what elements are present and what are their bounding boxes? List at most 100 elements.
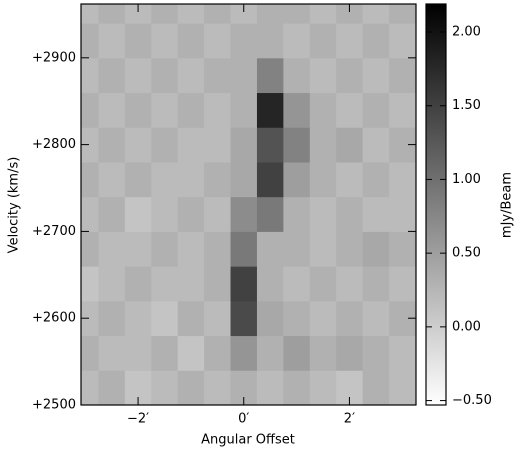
cell [81,161,99,198]
cell [256,161,284,198]
colorbar-label: mJy/Beam [500,172,515,238]
cell [98,335,126,371]
cell [177,161,205,198]
cell [151,335,179,371]
cell [362,92,390,128]
cell [81,23,99,59]
cell [336,23,364,59]
cell [81,196,99,232]
cell [309,4,337,24]
cell [389,196,416,232]
cell [230,4,258,24]
cell [151,127,179,163]
x-tick-label: −2′ [127,412,149,427]
cell [336,196,364,232]
cell [389,231,416,267]
cell [309,370,337,405]
cell [124,23,152,59]
y-tick-label: +2600 [32,311,76,326]
cell [177,266,205,302]
cell [336,231,364,267]
y-axis-label: Velocity (km/s) [7,157,22,254]
colorbar-tick-label: 0.50 [452,246,481,261]
cell [230,196,258,232]
cell [204,161,232,198]
x-axis-label: Angular Offset [201,433,295,448]
cell [230,92,258,128]
cell [151,231,179,267]
cell [389,92,416,128]
cell [204,92,232,128]
cell [389,370,416,405]
cell [389,57,416,94]
y-tick-label: +2500 [32,398,76,413]
cell [283,370,311,405]
cell [124,4,152,24]
cell [362,300,390,337]
cell [177,300,205,337]
cell [336,92,364,128]
colorbar-tick-label: 0.00 [452,319,481,334]
cell [283,23,311,59]
cell [256,231,284,267]
cell [336,161,364,198]
cell [124,266,152,302]
image [81,4,416,405]
cell [151,300,179,337]
cell [98,127,126,163]
cell [389,266,416,302]
cell [256,196,284,232]
x-tick-label: 2′ [344,412,355,427]
colorbar-tick-label: 1.50 [452,98,481,113]
cell [204,57,232,94]
cell [256,335,284,371]
cell [98,92,126,128]
cell [124,161,152,198]
cell [151,196,179,232]
cell [124,231,152,267]
cell [362,370,390,405]
cell [230,161,258,198]
cell [309,335,337,371]
cell [98,370,126,405]
colorbar-tick-label: 2.00 [452,25,481,40]
plot-frame [80,3,417,406]
cell [98,300,126,337]
cell [283,57,311,94]
cell [98,4,126,24]
cell [362,23,390,59]
cell [177,127,205,163]
cell [177,23,205,59]
cell [81,57,99,94]
y-tick-label: +2900 [32,50,76,65]
cell [230,23,258,59]
cell [151,4,179,24]
cell [230,266,258,302]
cell [81,335,99,371]
cell [81,300,99,337]
cell [177,335,205,371]
cell [256,370,284,405]
cell [336,127,364,163]
cell [230,231,258,267]
cell [151,266,179,302]
cell [309,196,337,232]
y-tick-label: +2700 [32,224,76,239]
cell [256,57,284,94]
cell [151,23,179,59]
cell [283,300,311,337]
cell [362,335,390,371]
cell [309,161,337,198]
cell [81,266,99,302]
cell [336,266,364,302]
cell [230,300,258,337]
cell [256,92,284,128]
cell [309,92,337,128]
cell [389,4,416,24]
cell [81,231,99,267]
cell [177,57,205,94]
cell [309,57,337,94]
cell [336,57,364,94]
cell [362,161,390,198]
